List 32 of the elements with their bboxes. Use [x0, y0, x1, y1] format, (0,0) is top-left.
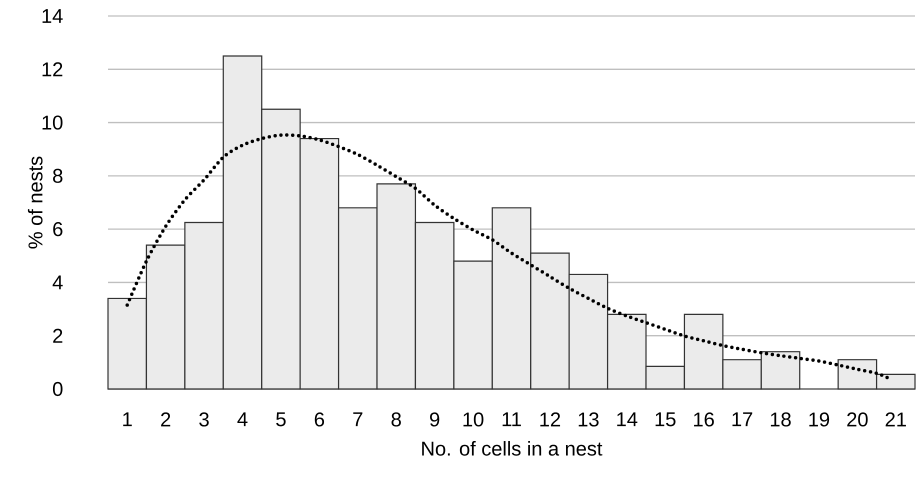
x-tick-label: 20 [847, 412, 868, 427]
line-series [125, 133, 892, 381]
x-tick-label: 16 [694, 412, 714, 427]
x-tick-label: 1 [123, 412, 132, 426]
y-tick-label: 4 [52, 276, 63, 290]
y-tick-label: 6 [53, 222, 62, 236]
y-tick-label: 0 [52, 382, 62, 396]
x-tick-label: 6 [314, 412, 324, 427]
x-tick-label: 18 [770, 412, 791, 427]
x-tick-label: 7 [353, 412, 362, 426]
y-tick-label: 8 [53, 168, 62, 183]
x-tick-label: 5 [276, 412, 286, 426]
x-tick-label: 15 [656, 412, 676, 426]
x-tick-label: 9 [430, 412, 440, 427]
x-tick-label: 4 [237, 412, 248, 426]
y-tick-label: 12 [42, 62, 62, 76]
x-tick-label: 17 [732, 412, 752, 426]
x-tick-label: 11 [502, 412, 521, 426]
x-tick-label: 3 [199, 412, 209, 427]
x-tick-label: 14 [617, 412, 638, 426]
x-tick-label: 13 [578, 412, 599, 427]
y-tick-label: 2 [53, 328, 62, 343]
x-tick-label: 8 [392, 412, 401, 427]
x-tick-label: 2 [161, 412, 170, 426]
x-tick-label: 12 [540, 412, 560, 426]
x-tick-label: 10 [463, 412, 484, 427]
y-tick-label: 14 [42, 9, 63, 23]
x-tick-label: 21 [886, 412, 906, 426]
y-axis-title: % of nests [28, 156, 43, 248]
x-axis-title: No. of cells in a nest [422, 441, 602, 456]
x-tick-label: 19 [809, 412, 830, 427]
y-tick-label: 10 [42, 115, 62, 130]
